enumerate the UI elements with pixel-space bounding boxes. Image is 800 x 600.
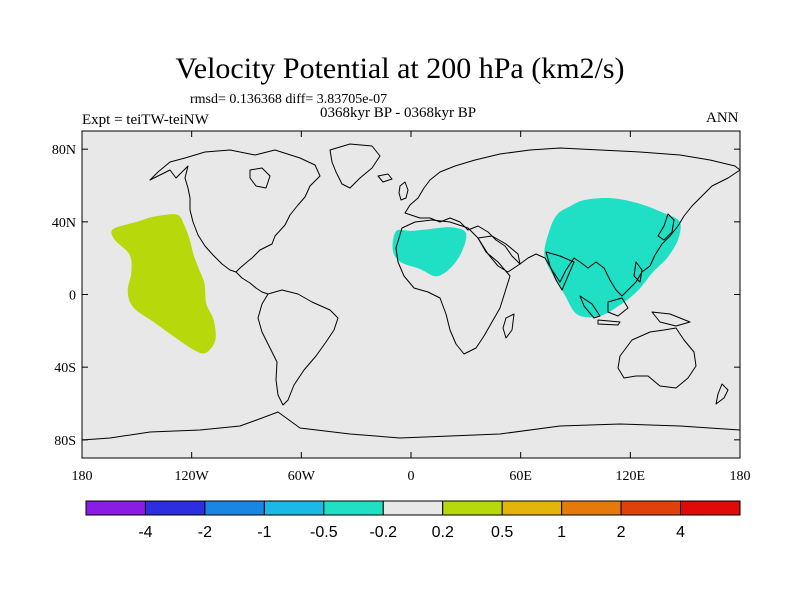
colorbar-label: -2: [198, 524, 212, 541]
coastlines: [82, 143, 740, 458]
coastline-north-america: [149, 149, 321, 273]
lat-tick-label: 80N: [52, 143, 76, 158]
coastline-eurasia: [404, 147, 740, 297]
lon-tick-label: 60W: [288, 469, 316, 484]
coastline-hudson-bay: [249, 167, 271, 189]
colorbar-swatch: [263, 500, 325, 516]
coastline-antarctica: [82, 411, 740, 458]
colorbar-label: 0.5: [491, 524, 513, 541]
colorbar-swatch: [620, 500, 682, 516]
coastline-australia: [617, 327, 697, 389]
anomaly-regions: [111, 198, 681, 354]
coastline-new-guinea: [651, 311, 691, 327]
lat-tick-label: 80S: [54, 434, 76, 449]
lon-tick-label: 120W: [175, 469, 210, 484]
coastline-greenland: [329, 143, 381, 189]
stats-line: rmsd= 0.136368 diff= 3.83705e-07: [190, 92, 388, 107]
coastline-uk: [398, 181, 409, 201]
lon-tick-label: 180: [730, 469, 751, 484]
colorbar-swatch: [382, 500, 444, 516]
coastline-iceland: [377, 173, 393, 183]
colorbar-label: -4: [138, 524, 152, 541]
colorbar-label: 1: [557, 524, 566, 541]
colorbar-swatch: [323, 500, 384, 516]
coastline-java: [597, 319, 621, 326]
lon-tick-label: 180: [72, 469, 93, 484]
colorbar-label: 4: [676, 524, 685, 541]
lon-tick-label: 120E: [616, 469, 646, 484]
lat-tick-label: 40N: [52, 216, 76, 231]
lat-tick-label: 0: [69, 289, 76, 304]
region-north-africa-negative: [392, 227, 467, 277]
lon-tick-label: 0: [408, 469, 415, 484]
colorbar-swatch: [680, 500, 741, 516]
experiment-label: Expt = teiTW-teiNW: [82, 112, 209, 128]
coastline-new-zealand: [715, 383, 729, 405]
coastline-philippines: [633, 261, 643, 283]
coastline-japan: [657, 213, 675, 241]
colorbar-swatch: [501, 500, 563, 516]
colorbar-swatch: [144, 500, 206, 516]
coastline-borneo: [607, 297, 629, 317]
region-eastern-pacific-positive: [111, 214, 216, 354]
colorbar-label: -0.5: [310, 524, 338, 541]
colorbar-swatch: [442, 500, 503, 516]
colorbar-swatch: [561, 500, 622, 516]
coastline-central-america: [235, 271, 269, 295]
colorbar: -4 -2 -1 -0.5 -0.2 0.2 0.5 1 2 4: [85, 500, 741, 541]
colorbar-label: -0.2: [369, 524, 397, 541]
colorbar-label: -1: [257, 524, 271, 541]
coastline-south-america: [257, 289, 339, 406]
season-label: ANN: [706, 110, 739, 126]
region-asia-pacific-negative: [544, 198, 681, 318]
coastline-arabia: [477, 235, 521, 273]
coastline-africa: [395, 219, 511, 355]
lon-tick-label: 60E: [509, 469, 532, 484]
coastline-madagascar: [502, 313, 515, 339]
lat-tick-label: 40S: [54, 361, 76, 376]
colorbar-label: 2: [617, 524, 626, 541]
colorbar-label: 0.2: [432, 524, 454, 541]
colorbar-swatch: [85, 500, 146, 516]
coastline-sumatra: [579, 295, 601, 319]
map-axes: 180 120W 60W 0 60E 120E 180 80N 40N 0 40S 80S: [52, 131, 751, 484]
period-label: 0368kyr BP - 0368kyr BP: [320, 105, 477, 121]
coastline-india: [545, 251, 575, 291]
colorbar-swatch: [204, 500, 265, 516]
plot-title: Velocity Potential at 200 hPa (km2/s): [175, 52, 625, 85]
